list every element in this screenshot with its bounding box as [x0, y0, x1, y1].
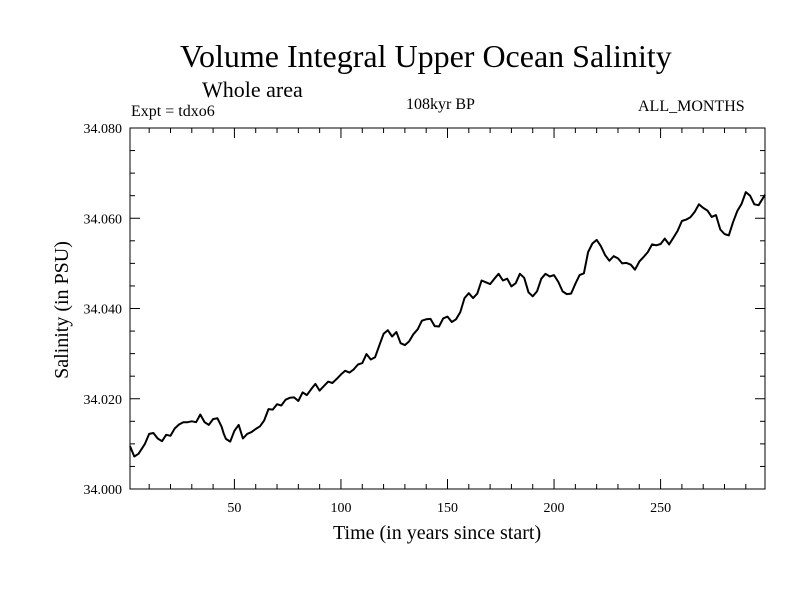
x-axis-label: Time (in years since start): [333, 522, 542, 544]
period-label: 108kyr BP: [406, 96, 475, 113]
y-tick-label: 34.060: [84, 212, 123, 227]
y-tick-label: 34.020: [84, 393, 123, 408]
x-tick-label: 100: [330, 501, 351, 516]
y-tick-label: 34.000: [84, 483, 123, 498]
x-tick-label: 150: [437, 501, 458, 516]
chart-subtitle: Whole area: [202, 77, 303, 102]
axis-tick-labels: 50 100 150 200 250 34.000 34.020 34.040 34.060 34…: [84, 122, 672, 516]
x-tick-label: 250: [650, 501, 671, 516]
chart-title: Volume Integral Upper Ocean Salinity: [180, 38, 672, 74]
axis-ticks: [130, 127, 765, 490]
experiment-label: Expt = tdxo6: [131, 103, 215, 120]
months-label: ALL_MONTHS: [638, 98, 745, 115]
y-tick-label: 34.040: [84, 303, 123, 318]
x-tick-label: 50: [227, 501, 241, 516]
y-tick-label: 34.080: [84, 122, 123, 137]
x-tick-label: 200: [544, 501, 565, 516]
series-line-salinity: [129, 191, 766, 458]
